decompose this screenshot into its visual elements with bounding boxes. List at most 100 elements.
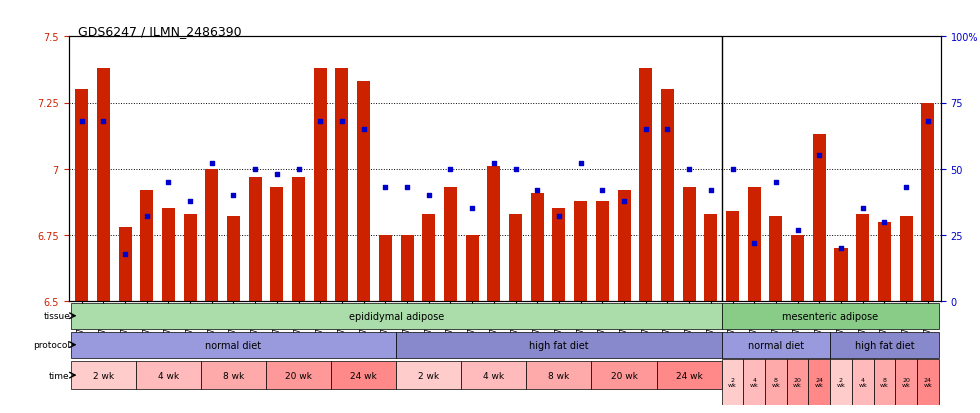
Text: 20
wk: 20 wk: [902, 377, 910, 387]
FancyBboxPatch shape: [462, 361, 526, 389]
FancyBboxPatch shape: [71, 361, 136, 389]
Bar: [205, 169, 219, 301]
FancyBboxPatch shape: [830, 359, 852, 405]
Text: tissue: tissue: [44, 311, 71, 320]
FancyBboxPatch shape: [331, 361, 396, 389]
FancyBboxPatch shape: [744, 359, 765, 405]
Bar: [531, 193, 544, 301]
Text: 24
wk: 24 wk: [814, 377, 824, 387]
Point: [225, 192, 241, 199]
Point: [876, 219, 892, 225]
Bar: [183, 214, 197, 301]
Point: [377, 185, 393, 191]
Text: 8
wk: 8 wk: [880, 377, 889, 387]
FancyBboxPatch shape: [721, 359, 744, 405]
Bar: [140, 190, 153, 301]
Bar: [119, 228, 131, 301]
Point: [529, 187, 545, 194]
Bar: [769, 217, 782, 301]
Bar: [878, 222, 891, 301]
Bar: [617, 190, 630, 301]
FancyBboxPatch shape: [396, 332, 721, 358]
Text: 2
wk: 2 wk: [837, 377, 846, 387]
Point: [486, 161, 502, 167]
Text: 24 wk: 24 wk: [676, 371, 703, 380]
FancyBboxPatch shape: [657, 361, 721, 389]
Text: mesenteric adipose: mesenteric adipose: [782, 311, 878, 321]
Bar: [249, 177, 262, 301]
FancyBboxPatch shape: [917, 359, 939, 405]
FancyBboxPatch shape: [808, 359, 830, 405]
FancyBboxPatch shape: [266, 361, 331, 389]
Point: [204, 161, 220, 167]
FancyBboxPatch shape: [721, 332, 830, 358]
Bar: [596, 201, 609, 301]
Point: [790, 227, 806, 233]
Bar: [466, 235, 478, 301]
Bar: [401, 235, 414, 301]
Text: 2 wk: 2 wk: [418, 371, 439, 380]
Text: 8 wk: 8 wk: [549, 371, 569, 380]
Text: 2 wk: 2 wk: [93, 371, 114, 380]
Point: [161, 179, 176, 186]
Point: [855, 206, 870, 212]
FancyBboxPatch shape: [136, 361, 201, 389]
Bar: [812, 135, 826, 301]
Point: [399, 185, 415, 191]
Bar: [509, 214, 522, 301]
Bar: [574, 201, 587, 301]
FancyBboxPatch shape: [830, 332, 939, 358]
Point: [920, 119, 936, 125]
Text: high fat diet: high fat diet: [855, 340, 914, 350]
Text: normal diet: normal diet: [206, 340, 262, 350]
Text: epididymal adipose: epididymal adipose: [349, 311, 444, 321]
Bar: [553, 209, 565, 301]
Bar: [97, 69, 110, 301]
Text: 8 wk: 8 wk: [222, 371, 244, 380]
Bar: [726, 211, 739, 301]
Text: 4
wk: 4 wk: [750, 377, 759, 387]
Point: [660, 126, 675, 133]
FancyBboxPatch shape: [592, 361, 657, 389]
Point: [747, 240, 762, 247]
Bar: [857, 214, 869, 301]
Bar: [162, 209, 174, 301]
FancyBboxPatch shape: [852, 359, 873, 405]
FancyBboxPatch shape: [721, 303, 939, 329]
Bar: [314, 69, 326, 301]
Text: GDS6247 / ILMN_2486390: GDS6247 / ILMN_2486390: [78, 25, 242, 38]
Bar: [639, 69, 653, 301]
FancyBboxPatch shape: [71, 303, 721, 329]
Bar: [748, 188, 760, 301]
Point: [572, 161, 588, 167]
Text: 24
wk: 24 wk: [923, 377, 932, 387]
Text: normal diet: normal diet: [748, 340, 804, 350]
Text: 4 wk: 4 wk: [483, 371, 505, 380]
FancyBboxPatch shape: [873, 359, 896, 405]
FancyBboxPatch shape: [201, 361, 266, 389]
Bar: [292, 177, 305, 301]
FancyBboxPatch shape: [787, 359, 808, 405]
Point: [139, 214, 155, 220]
Text: 20
wk: 20 wk: [793, 377, 802, 387]
Point: [616, 198, 632, 204]
Bar: [444, 188, 457, 301]
Point: [443, 166, 459, 173]
Bar: [835, 249, 848, 301]
Point: [703, 187, 718, 194]
FancyBboxPatch shape: [896, 359, 917, 405]
Bar: [422, 214, 435, 301]
Bar: [661, 90, 674, 301]
Point: [899, 185, 914, 191]
Text: 24 wk: 24 wk: [350, 371, 377, 380]
Point: [595, 187, 611, 194]
Bar: [791, 235, 805, 301]
Point: [95, 119, 111, 125]
Text: 8
wk: 8 wk: [771, 377, 780, 387]
FancyBboxPatch shape: [765, 359, 787, 405]
Bar: [487, 167, 501, 301]
Point: [724, 166, 740, 173]
Point: [681, 166, 697, 173]
Text: high fat diet: high fat diet: [529, 340, 589, 350]
Bar: [900, 217, 912, 301]
